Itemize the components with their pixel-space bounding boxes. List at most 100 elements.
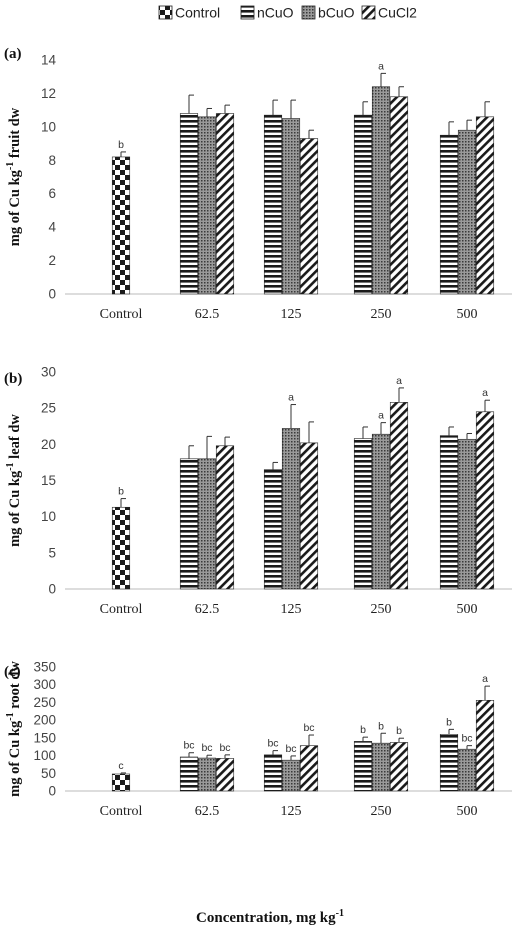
bar-control-control-significance-label: b — [118, 486, 124, 498]
bar-ncuo-500 — [439, 134, 459, 295]
bar-bcuo-62-5 — [197, 757, 217, 792]
bar-bcuo-500 — [457, 748, 477, 792]
x-category-label: 125 — [281, 602, 302, 617]
bar-bcuo-500 — [457, 438, 477, 590]
bar-cucl2-62-5-significance-label: bc — [219, 742, 230, 754]
bar-cucl2-250 — [389, 742, 409, 792]
legend-item-bcuo: bCuO — [301, 5, 355, 21]
bar-cucl2-500 — [475, 411, 495, 590]
bar-bcuo-250-significance-label: b — [378, 720, 384, 732]
bar-cucl2-500 — [475, 116, 495, 295]
y-tick-label: 150 — [33, 730, 56, 745]
legend-swatch-ncuo — [240, 5, 255, 20]
legend-swatch-bcuo — [301, 5, 316, 20]
bar-ncuo-250 — [353, 438, 373, 590]
y-tick-label: 10 — [41, 119, 56, 134]
y-tick-label: 0 — [48, 287, 56, 302]
legend-swatch-cucl2 — [361, 5, 376, 20]
bar-bcuo-62-5 — [197, 116, 217, 295]
bar-ncuo-500 — [439, 734, 459, 792]
bar-control-control — [111, 156, 131, 295]
bar-bcuo-500-significance-label: bc — [461, 733, 472, 745]
bar-cucl2-250-significance-label: a — [396, 375, 402, 387]
y-tick-label: 300 — [33, 677, 56, 692]
y-axis-title: mg of Cu kg-1 leaf dw — [5, 414, 23, 547]
bar-ncuo-500 — [439, 435, 459, 590]
y-tick-label: 15 — [41, 473, 56, 488]
bar-bcuo-125 — [281, 118, 301, 295]
legend-swatch-control — [158, 5, 173, 20]
legend: Control nCuO bCuO CuCl2 — [158, 5, 417, 21]
legend-label-control: Control — [175, 5, 220, 21]
bar-bcuo-250-significance-label: a — [378, 60, 384, 72]
y-tick-label: 350 — [33, 660, 56, 675]
bar-cucl2-250 — [389, 96, 409, 295]
y-tick-label: 250 — [33, 695, 56, 710]
bar-ncuo-125 — [263, 469, 283, 590]
x-axis-title: Concentration, mg kg-1 — [196, 908, 344, 926]
bar-ncuo-62-5 — [179, 113, 199, 295]
legend-label-ncuo: nCuO — [257, 5, 294, 21]
y-axis-title: mg of Cu kg-1 fruit dw — [5, 107, 23, 246]
x-category-label: 250 — [371, 804, 392, 819]
panel-label: (a) — [4, 46, 22, 62]
bar-ncuo-250 — [353, 741, 373, 792]
bar-control-control-significance-label: b — [118, 139, 124, 151]
bar-bcuo-62-5 — [197, 458, 217, 590]
bar-ncuo-62-5 — [179, 756, 199, 792]
y-tick-label: 12 — [41, 86, 56, 101]
bar-ncuo-125 — [263, 114, 283, 295]
legend-label-cucl2: CuCl2 — [378, 5, 417, 21]
bar-bcuo-250 — [371, 742, 391, 792]
bar-cucl2-62-5 — [215, 758, 235, 792]
bar-cucl2-125 — [299, 745, 319, 792]
panel-a: (a) mg of Cu kg-1 fruit dw 0 2 4 6 8 10 12 14 Cont… — [4, 46, 512, 322]
bar-bcuo-125-significance-label: a — [288, 392, 294, 404]
bar-ncuo-250 — [353, 114, 373, 295]
bar-cucl2-250-significance-label: b — [396, 725, 402, 737]
y-tick-label: 10 — [41, 509, 56, 524]
y-tick-label: 200 — [33, 713, 56, 728]
bar-bcuo-250-significance-label: a — [378, 410, 384, 422]
bar-cucl2-125 — [299, 442, 319, 590]
y-tick-label: 50 — [41, 766, 56, 781]
bar-cucl2-500-significance-label: a — [482, 673, 488, 685]
bar-ncuo-62-5 — [179, 458, 199, 590]
x-category-label: 62.5 — [195, 804, 220, 819]
bar-bcuo-125 — [281, 428, 301, 590]
bar-bcuo-125 — [281, 759, 301, 792]
x-category-label: 250 — [371, 307, 392, 322]
legend-item-control: Control — [158, 5, 220, 21]
bar-ncuo-500-significance-label: b — [446, 716, 452, 728]
bar-bcuo-250 — [371, 86, 391, 295]
panel-label: (c) — [4, 664, 21, 680]
y-tick-label: 4 — [48, 220, 56, 235]
y-tick-label: 20 — [41, 437, 56, 452]
bar-cucl2-500 — [475, 700, 495, 792]
bar-cucl2-62-5 — [215, 113, 235, 295]
panel-label: (b) — [4, 371, 22, 387]
legend-label-bcuo: bCuO — [318, 5, 355, 21]
bar-cucl2-500-significance-label: a — [482, 387, 488, 399]
y-tick-label: 6 — [48, 186, 56, 201]
bar-bcuo-125-significance-label: bc — [285, 743, 296, 755]
bar-cucl2-62-5 — [215, 445, 235, 590]
x-category-label: 125 — [281, 804, 302, 819]
y-tick-label: 2 — [48, 253, 56, 268]
x-category-label: 62.5 — [195, 602, 220, 617]
y-tick-label: 14 — [41, 53, 57, 68]
x-category-label: Control — [100, 307, 143, 322]
legend-item-cucl2: CuCl2 — [361, 5, 417, 21]
panel-b: (b) mg of Cu kg-1 leaf dw 0 5 10 15 20 25 30 Cont… — [4, 365, 512, 617]
y-tick-label: 100 — [33, 748, 56, 763]
y-tick-label: 25 — [41, 401, 56, 416]
y-axis-title: mg of Cu kg-1 root dw — [5, 661, 23, 797]
y-tick-label: 5 — [48, 545, 56, 560]
x-category-label: 500 — [457, 602, 478, 617]
bar-cucl2-125 — [299, 138, 319, 295]
x-category-label: 500 — [457, 804, 478, 819]
bar-control-control — [111, 773, 131, 792]
x-category-label: 125 — [281, 307, 302, 322]
bar-cucl2-250 — [389, 402, 409, 590]
